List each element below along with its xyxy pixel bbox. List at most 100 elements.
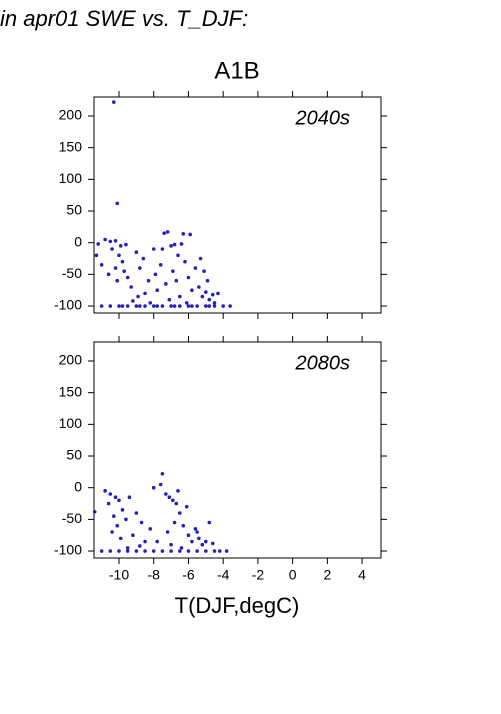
point: [224, 549, 229, 553]
point: [110, 530, 114, 534]
point: [160, 247, 165, 251]
point: [141, 256, 146, 261]
point: [108, 492, 113, 496]
point: [169, 244, 173, 248]
point: [174, 501, 179, 506]
point: [184, 504, 189, 509]
point: [162, 231, 166, 235]
point: [99, 549, 104, 553]
point: [122, 269, 127, 273]
x-tick-label: 0: [289, 567, 297, 583]
x-tick-label: 2: [323, 567, 331, 583]
point: [190, 539, 194, 544]
point: [151, 304, 156, 308]
plot-frame: [93, 341, 382, 559]
point: [131, 299, 135, 303]
point: [190, 288, 194, 292]
point: [198, 256, 203, 261]
point: [195, 304, 199, 308]
point: [125, 546, 130, 550]
point: [160, 471, 165, 476]
point: [120, 304, 125, 308]
point: [176, 253, 180, 258]
point: [177, 511, 182, 515]
point: [200, 294, 205, 299]
y-tick-label: -50: [62, 510, 82, 526]
point: [210, 292, 215, 297]
point: [106, 501, 111, 506]
point: [221, 304, 225, 308]
point: [115, 523, 120, 528]
point: [143, 291, 147, 296]
point: [193, 266, 198, 270]
point: [117, 498, 121, 503]
point: [186, 549, 191, 553]
point: [164, 492, 168, 496]
point: [134, 304, 139, 308]
point: [195, 549, 199, 553]
point: [167, 297, 172, 302]
point: [120, 259, 125, 264]
point: [124, 517, 128, 522]
point: [143, 549, 147, 553]
x-tick-label: -10: [109, 567, 129, 583]
point: [176, 489, 180, 493]
point: [106, 272, 111, 277]
panel-label: 2080s: [295, 352, 351, 374]
x-tick-label: 4: [358, 567, 366, 583]
point: [169, 542, 173, 547]
point: [195, 530, 199, 534]
y-tick-label: 100: [59, 170, 83, 186]
point: [165, 530, 170, 534]
y-tick-label: -100: [54, 542, 82, 558]
point: [138, 266, 142, 270]
point: [186, 304, 191, 308]
point: [110, 247, 114, 251]
point: [153, 272, 158, 277]
point: [212, 304, 217, 308]
point: [171, 498, 175, 503]
point: [134, 511, 139, 515]
point: [184, 301, 189, 305]
y-tick-label: 50: [66, 202, 82, 218]
point: [138, 304, 142, 308]
point: [177, 304, 182, 308]
point: [212, 549, 217, 553]
point: [216, 291, 220, 296]
y-tick-label: 100: [59, 415, 83, 431]
point: [99, 263, 104, 267]
x-axis-label: T(DJF,degC): [175, 593, 300, 618]
point: [138, 544, 142, 548]
point: [217, 549, 222, 553]
point: [139, 520, 144, 525]
point: [174, 278, 179, 283]
point: [160, 304, 165, 308]
point: [94, 253, 99, 258]
point: [197, 285, 201, 289]
point: [160, 549, 165, 553]
point: [118, 244, 123, 248]
point: [207, 304, 212, 308]
point: [158, 263, 163, 267]
point: [207, 520, 212, 525]
point: [151, 549, 156, 553]
point: [115, 201, 120, 206]
point: [131, 533, 135, 537]
point: [172, 304, 177, 308]
y-tick-label: 200: [59, 352, 83, 368]
point: [92, 509, 97, 514]
point: [129, 285, 133, 289]
chart-title: A1B: [214, 57, 259, 84]
point: [146, 278, 151, 283]
point: [202, 269, 206, 273]
point: [125, 549, 130, 553]
point: [108, 549, 113, 553]
point: [124, 242, 128, 247]
point: [204, 539, 208, 544]
point: [179, 242, 184, 246]
y-tick-label: 0: [74, 478, 82, 494]
point: [169, 304, 173, 308]
point: [177, 549, 182, 553]
point: [172, 242, 177, 247]
